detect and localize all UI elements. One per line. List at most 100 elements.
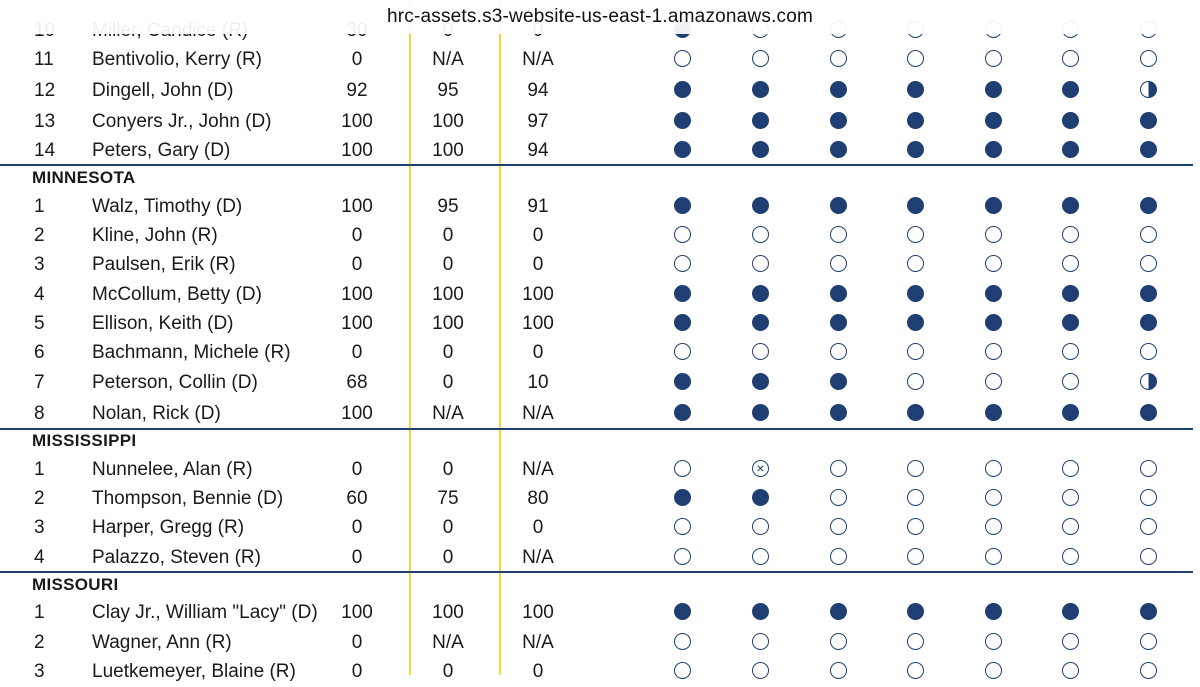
empty-circle-icon (985, 373, 1002, 390)
empty-circle-icon (1140, 633, 1157, 650)
member-name: Dingell, John (D) (92, 80, 234, 101)
score-2: 100 (432, 284, 464, 305)
table-row: 2 Kline, John (R) 0 0 0 (0, 221, 1200, 251)
table-row: 4 McCollum, Betty (D) 100 100 100 (0, 280, 1200, 310)
member-name: Nunnelee, Alan (R) (92, 459, 253, 480)
state-divider (0, 164, 1193, 166)
score-2: 0 (442, 254, 454, 275)
empty-circle-icon (1140, 255, 1157, 272)
district-number: 2 (34, 225, 45, 246)
filled-circle-icon (674, 314, 691, 331)
empty-circle-icon (1140, 226, 1157, 243)
filled-circle-icon (907, 141, 924, 158)
score-1: 60 (346, 488, 368, 509)
member-name: Thompson, Bennie (D) (92, 488, 284, 509)
member-name: Walz, Timothy (D) (92, 196, 243, 217)
filled-circle-icon (1140, 285, 1157, 302)
filled-circle-icon (674, 404, 691, 421)
empty-circle-icon (674, 50, 691, 67)
table-row: 1 Nunnelee, Alan (R) 0 0 N/A × (0, 455, 1200, 485)
member-name: Conyers Jr., John (D) (92, 111, 272, 132)
filled-circle-icon (985, 112, 1002, 129)
filled-circle-icon (752, 603, 769, 620)
score-1: 0 (351, 547, 363, 568)
district-number: 8 (34, 403, 45, 424)
score-2: N/A (432, 403, 464, 424)
score-1: 0 (351, 661, 363, 682)
filled-circle-icon (830, 285, 847, 302)
member-name: Wagner, Ann (R) (92, 632, 232, 653)
score-3: N/A (522, 632, 554, 653)
state-heading: MISSOURI (32, 575, 119, 594)
empty-circle-icon (1062, 255, 1079, 272)
table-row: 2 Wagner, Ann (R) 0 N/A N/A (0, 628, 1200, 658)
district-number: 13 (34, 111, 56, 132)
browser-url-bar[interactable]: hrc-assets.s3-website-us-east-1.amazonaw… (0, 0, 1200, 34)
state-heading: MISSISSIPPI (32, 431, 137, 450)
filled-circle-icon (1140, 112, 1157, 129)
filled-circle-icon (674, 112, 691, 129)
score-2: 100 (432, 313, 464, 334)
table-row: 7 Peterson, Collin (D) 68 0 10 (0, 368, 1200, 398)
score-2: 95 (437, 80, 459, 101)
table-row: 4 Palazzo, Steven (R) 0 0 N/A (0, 543, 1200, 573)
score-1: 100 (341, 196, 373, 217)
filled-circle-icon (907, 314, 924, 331)
score-3: N/A (522, 403, 554, 424)
empty-circle-icon (830, 255, 847, 272)
district-number: 7 (34, 372, 45, 393)
district-number: 12 (34, 80, 56, 101)
url-text: hrc-assets.s3-website-us-east-1.amazonaw… (386, 6, 814, 27)
empty-circle-icon (1062, 518, 1079, 535)
table-row: 6 Bachmann, Michele (R) 0 0 0 (0, 338, 1200, 368)
table-row: 3 Paulsen, Erik (R) 0 0 0 (0, 250, 1200, 280)
district-number: 3 (34, 517, 45, 538)
empty-circle-icon (985, 518, 1002, 535)
empty-circle-icon (907, 373, 924, 390)
filled-circle-icon (752, 373, 769, 390)
filled-circle-icon (985, 314, 1002, 331)
empty-circle-icon (985, 662, 1002, 679)
district-number: 4 (34, 284, 45, 305)
empty-circle-icon (1062, 373, 1079, 390)
empty-circle-icon (1062, 343, 1079, 360)
table-row: 1 Walz, Timothy (D) 100 95 91 (0, 192, 1200, 222)
empty-circle-icon (752, 662, 769, 679)
filled-circle-icon (674, 489, 691, 506)
score-2: 0 (442, 547, 454, 568)
filled-circle-icon (674, 285, 691, 302)
score-2: 100 (432, 140, 464, 161)
filled-circle-icon (1140, 314, 1157, 331)
filled-circle-icon (830, 603, 847, 620)
score-1: 92 (346, 80, 368, 101)
filled-circle-icon (674, 197, 691, 214)
filled-circle-icon (1062, 81, 1079, 98)
filled-circle-icon (907, 197, 924, 214)
empty-circle-icon (907, 662, 924, 679)
score-1: 0 (351, 225, 363, 246)
filled-circle-icon (830, 141, 847, 158)
score-3: 0 (532, 225, 544, 246)
filled-circle-icon (752, 404, 769, 421)
filled-circle-icon (1140, 197, 1157, 214)
filled-circle-icon (985, 404, 1002, 421)
filled-circle-icon (752, 197, 769, 214)
score-1: 100 (341, 602, 373, 623)
score-2: N/A (432, 49, 464, 70)
empty-circle-icon (674, 255, 691, 272)
score-1: 0 (351, 459, 363, 480)
score-1: 100 (341, 284, 373, 305)
filled-circle-icon (830, 373, 847, 390)
state-heading: MINNESOTA (32, 168, 136, 187)
district-number: 4 (34, 547, 45, 568)
empty-circle-icon (830, 662, 847, 679)
score-3: 97 (527, 111, 549, 132)
filled-circle-icon (1140, 404, 1157, 421)
score-3: N/A (522, 459, 554, 480)
empty-circle-icon (907, 343, 924, 360)
score-3: 10 (527, 372, 549, 393)
empty-circle-icon (1062, 633, 1079, 650)
filled-circle-icon (1062, 404, 1079, 421)
filled-circle-icon (1062, 197, 1079, 214)
